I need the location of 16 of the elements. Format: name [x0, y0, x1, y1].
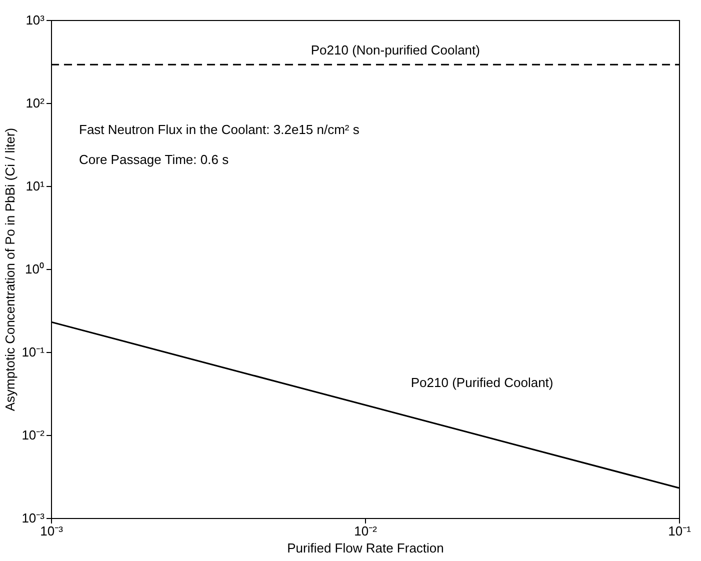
y-axis-title: Asymptotic Concentration of Po in PbBi (Ci / liter): [2, 128, 18, 412]
y-tick-label: 10¹: [26, 178, 46, 194]
y-tick-label: 10⁻¹: [22, 344, 46, 360]
x-tick-label: 10⁻³: [40, 524, 64, 538]
x-tick-label: 10⁻²: [354, 524, 378, 538]
x-tick-label: 10⁻¹: [668, 524, 692, 538]
x-axis-title: Purified Flow Rate Fraction: [287, 540, 444, 556]
text: Po210 (Purified Coolant): [410, 374, 554, 390]
y-tick-label: 10⁰: [25, 262, 44, 276]
annotation: Fast Neutron Flux in the Coolant: 3.2e15 n/cm² s: [79, 122, 360, 137]
series-label: Po210 (Non-purified Coolant): [310, 42, 480, 58]
y-tick-label: 10³: [26, 12, 46, 28]
y-tick-label: 10⁻³: [22, 510, 46, 526]
y-tick-label: 10⁻²: [22, 428, 46, 442]
annotation: Core Passage Time: 0.6 s: [79, 152, 230, 167]
y-tick-label: 10²: [26, 96, 46, 110]
